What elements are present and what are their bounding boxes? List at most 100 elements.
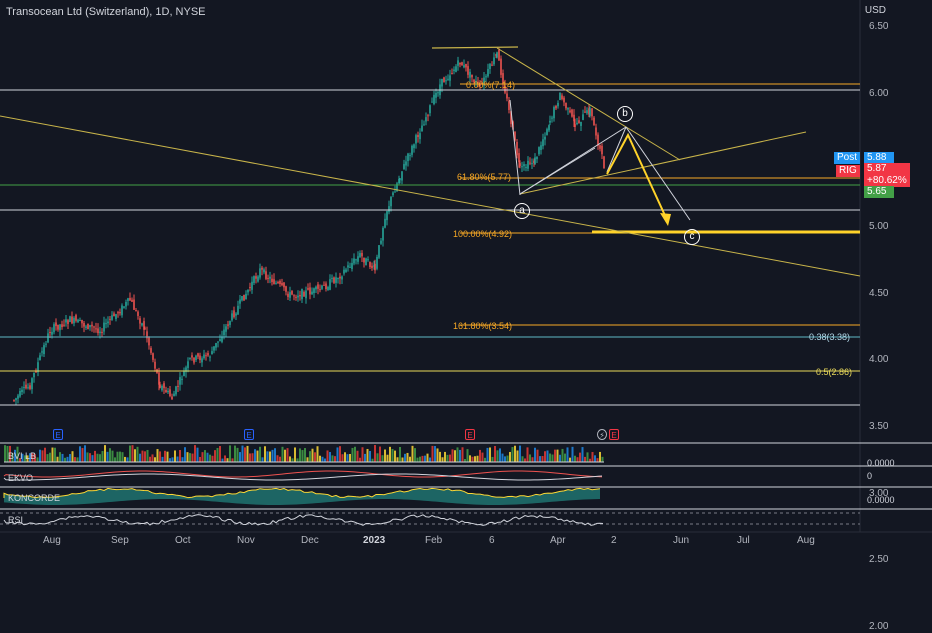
bvi-bar [246, 445, 249, 462]
candle-body [419, 133, 421, 140]
bvi-bar [489, 447, 491, 462]
candle-body [279, 280, 281, 285]
candle-body [353, 258, 355, 264]
candle-body [538, 147, 540, 155]
bvi-bar [316, 446, 319, 462]
post-badge-label: Post [834, 152, 861, 164]
bvi-bar [174, 450, 176, 462]
bvi-bar [439, 451, 441, 462]
candle-body [146, 331, 148, 339]
candle-body [285, 286, 287, 292]
bvi-bar [389, 446, 391, 462]
bvi-bar [474, 456, 476, 462]
rsi-line [3, 514, 604, 526]
indicator-koncorde-value: 0.0000 [867, 495, 895, 505]
bvi-bar [356, 450, 359, 462]
bvi-bar [384, 449, 386, 462]
indicator-ekvo-label[interactable]: EKVO [8, 473, 34, 483]
earnings-event-icon[interactable]: E [609, 429, 619, 440]
split-event-icon[interactable]: ⚡ [597, 429, 607, 440]
bvi-bar [281, 446, 284, 462]
indicator-bvi-label[interactable]: BVI LB [8, 451, 37, 461]
trend-line [496, 47, 681, 161]
bvi-bar [596, 458, 599, 462]
candle-body [237, 305, 239, 315]
bvi-bar [461, 447, 464, 462]
bvi-bar [556, 449, 559, 462]
bvi-bar [126, 457, 129, 462]
candle-body [425, 117, 427, 122]
bvi-bar [449, 454, 451, 462]
candle-body [380, 240, 382, 244]
bvi-bar [586, 452, 589, 462]
candle-body [263, 269, 265, 273]
bvi-bar [329, 452, 331, 462]
candle-body [191, 355, 193, 358]
candle-body [571, 109, 573, 117]
wave-a-label[interactable]: a [514, 203, 530, 219]
candle-body [423, 124, 425, 126]
candle-body [447, 78, 449, 80]
candle-body [79, 320, 81, 322]
candle-body [197, 353, 199, 357]
bvi-bar [106, 451, 109, 462]
bvi-bar [96, 453, 99, 462]
bvi-bar [56, 456, 59, 462]
candle-body [43, 345, 45, 355]
bvi-bar [464, 458, 466, 462]
candle-body [185, 367, 187, 372]
candle-body [569, 110, 571, 113]
bvi-bar [119, 451, 121, 462]
candle-body [299, 295, 301, 297]
candle-body [563, 97, 565, 103]
candle-body [597, 134, 599, 146]
candle-body [83, 323, 85, 327]
candle-body [144, 328, 146, 330]
candle-body [451, 72, 453, 74]
candle-body [39, 355, 41, 361]
candle-body [243, 294, 245, 301]
earnings-event-icon[interactable]: E [465, 429, 475, 440]
candle-body [415, 135, 417, 144]
bvi-bar [89, 453, 91, 462]
candle-body [557, 102, 559, 107]
bvi-bar [31, 453, 34, 462]
bvi-bar [376, 453, 379, 462]
level-badge: 5.65 [864, 186, 894, 198]
candle-body [603, 156, 605, 169]
candle-body [297, 295, 299, 298]
indicator-koncorde-label[interactable]: KONCORDE [8, 493, 61, 503]
bvi-bar [504, 456, 506, 462]
candle-body [139, 318, 141, 324]
wave-b-label[interactable]: b [617, 106, 633, 122]
candle-body [271, 278, 273, 282]
candle-body [533, 160, 535, 164]
candle-body [475, 80, 477, 83]
bvi-bar [261, 457, 264, 462]
candle-body [21, 389, 23, 393]
bvi-bar [304, 448, 306, 462]
trend-line [519, 131, 807, 195]
candle-body [233, 310, 235, 318]
candle-body [449, 75, 451, 81]
earnings-event-icon[interactable]: E [53, 429, 63, 440]
price-chart[interactable] [0, 0, 932, 550]
time-tick-label: Feb [425, 535, 443, 546]
price-tick-label: 6.50 [869, 21, 889, 33]
candle-body [546, 129, 548, 135]
candle-body [586, 110, 588, 114]
wave-c-label[interactable]: c [684, 229, 700, 245]
bvi-bar [186, 452, 189, 462]
bvi-bar [269, 451, 271, 462]
bvi-bar [429, 457, 431, 462]
earnings-event-icon[interactable]: E [244, 429, 254, 440]
bvi-bar [201, 452, 204, 462]
indicator-rsi-label[interactable]: RSI [8, 515, 24, 525]
candle-body [388, 206, 390, 213]
candle-body [223, 329, 225, 336]
candle-body [508, 101, 510, 110]
candle-body [396, 183, 398, 192]
candle-body [161, 385, 163, 391]
candle-body [311, 291, 313, 295]
bvi-bar [64, 457, 66, 462]
